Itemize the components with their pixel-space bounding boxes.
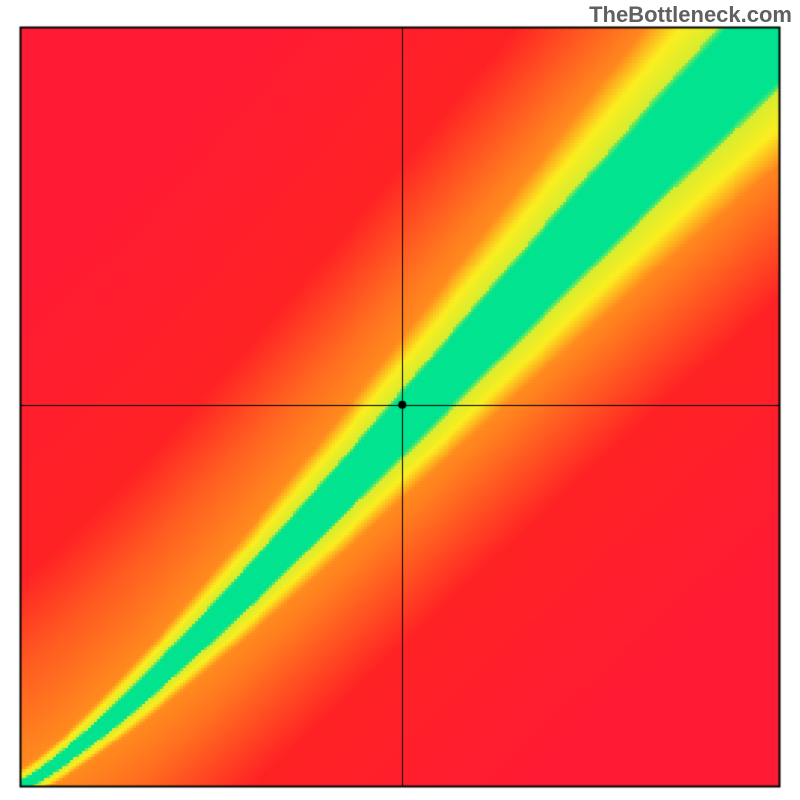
chart-container: TheBottleneck.com [0, 0, 800, 800]
watermark-text: TheBottleneck.com [589, 2, 792, 28]
bottleneck-heatmap [0, 0, 800, 800]
